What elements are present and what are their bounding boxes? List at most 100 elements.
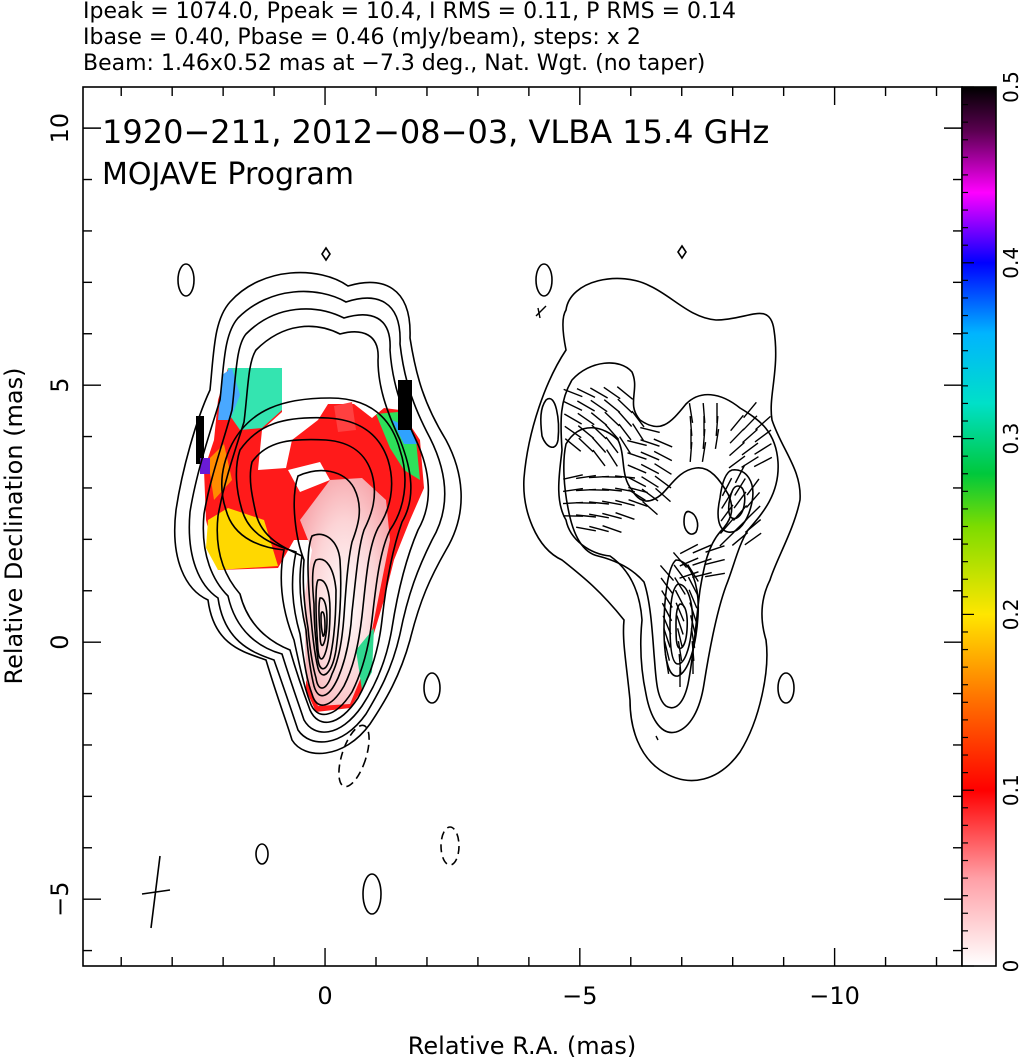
header-line-1: Ipeak = 1074.0, Ppeak = 10.4, I RMS = 0.… [83,0,736,24]
evpa-vector [614,475,636,479]
y-tick-label: 10 [46,113,74,144]
evpa-vector [730,414,744,432]
evpa-vector [689,441,693,463]
evpa-vector [689,602,697,622]
evpa-vector [721,477,733,497]
evpa-vector [577,425,595,439]
evpa-vector [592,449,606,467]
header-line-2: Ibase = 0.40, Pbase = 0.46 (mJy/beam), s… [83,25,641,50]
evpa-vector [661,590,673,608]
evpa-vector [674,589,686,609]
evpa-vector [743,401,757,419]
x-axis-label: Relative R.A. (mas) [408,1032,636,1060]
evpa-vector [701,442,707,462]
evpa-vector [679,571,699,579]
y-tick-label: 5 [46,377,74,392]
evpa-vector [662,615,672,635]
evpa-vector [679,543,699,555]
evpa-vector [642,500,658,516]
evpa-vector [602,500,622,506]
evpa-vector [640,439,660,447]
evpa-vector [731,532,749,546]
evpa-vector [719,517,735,535]
evpa-vector [729,428,745,444]
evpa-vector [660,577,674,595]
y-tick-labels: −5 0 5 10 [46,113,74,917]
evpa-vector [661,602,673,622]
evpa-vector [588,501,610,505]
evpa-vector [732,518,748,534]
evpa-vector [729,441,745,457]
evpa-vector [663,628,671,648]
evpa-vector [675,602,685,622]
evpa-vector [563,401,583,411]
evpa-vector [640,426,660,434]
evpa-vector [702,428,706,450]
x-tick-label: −5 [562,982,597,1010]
evpa-vector [754,429,772,443]
evpa-vector [677,641,683,661]
evpa-vector [714,429,720,449]
evpa-vector [616,386,634,400]
y-axis-label: Relative Declination (mas) [0,367,28,684]
evpa-vector [604,411,620,427]
evpa-vector [734,478,746,496]
evpa-vector [628,489,646,501]
evpa-vector [589,513,609,519]
evpa-vector [676,615,684,635]
evpa-vector [575,474,597,480]
evpa-vector [575,514,597,518]
evpa-vector [653,450,673,462]
evpa-vector [692,544,712,554]
evpa-vector [641,488,659,502]
evpa-vector [755,415,771,431]
evpa-vector [603,399,621,413]
evpa-vector [689,615,697,635]
evpa-vector [563,474,583,480]
axis-ticks [83,87,962,966]
evpa-vector [590,399,608,413]
evpa-vector [692,558,712,566]
evpa-vector [591,424,607,440]
evpa-vector [603,386,621,400]
colorbar-tick-label: 0.1 [999,774,1022,806]
evpa-vector [602,525,622,533]
evpa-vector [728,455,746,469]
evpa-vector [562,487,584,493]
evpa-vector [733,491,747,509]
evpa-vector [715,415,719,437]
evpa-vector [744,532,762,546]
y-tick-label: −5 [46,881,74,916]
evpa-vector [654,463,672,475]
evpa-vector [627,476,647,488]
evpa-vector [659,564,675,582]
evpa-vector [578,437,594,453]
colorbar-ticks: 0 0.1 0.2 0.3 0.4 0.5 [962,71,1022,972]
evpa-vector [663,641,671,661]
evpa-vector [576,388,596,398]
evpa-vector [601,488,623,492]
evpa-vector [640,451,660,461]
evpa-vector [640,463,660,475]
colorbar-tick-label: 0.4 [999,247,1022,279]
colorbar-tick-label: 0.5 [999,71,1022,103]
colorbar-tick-label: 0 [999,960,1022,973]
evpa-vector [690,628,696,648]
evpa-vector [674,577,686,595]
evpa-vector [591,437,607,453]
evpa-vector [654,475,672,489]
chart-title: 1920−211, 2012−08−03, VLBA 15.4 GHz [102,113,769,151]
evpa-vector [606,449,618,467]
evpa-vector [564,425,582,439]
x-tick-labels: 0 −5 −10 [317,982,860,1010]
evpa-vector [576,526,596,532]
evpa-vector [604,424,620,440]
evpa-vector [655,487,671,503]
colorbar-tick-label: 0.3 [999,423,1022,455]
evpa-vector [742,428,758,444]
evpa-vector [742,415,758,431]
evpa-vector [720,504,734,522]
evpa-vector [744,519,762,533]
evpa-vector [631,410,645,428]
evpa-vector [563,388,583,398]
